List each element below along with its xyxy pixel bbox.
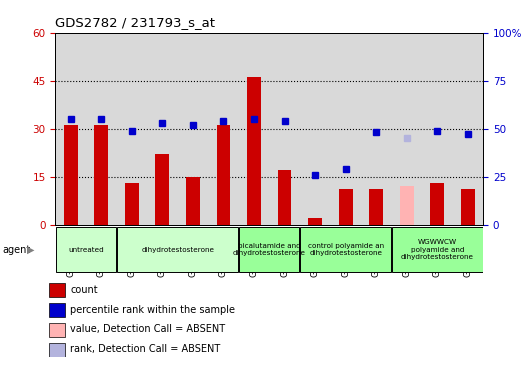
Bar	[216, 126, 230, 225]
Bar	[186, 177, 200, 225]
Text: ▶: ▶	[27, 245, 35, 255]
Bar	[49, 323, 64, 337]
Bar	[117, 33, 147, 225]
Bar	[55, 33, 86, 225]
Text: dihydrotestosterone: dihydrotestosterone	[141, 247, 214, 253]
Bar	[461, 189, 475, 225]
Text: rank, Detection Call = ABSENT: rank, Detection Call = ABSENT	[70, 344, 221, 354]
Bar	[64, 126, 78, 225]
Bar	[49, 283, 64, 297]
Bar	[49, 303, 64, 317]
Text: control polyamide an
dihydrotestosterone: control polyamide an dihydrotestosterone	[308, 243, 384, 257]
Bar	[331, 33, 361, 225]
Text: percentile rank within the sample: percentile rank within the sample	[70, 305, 235, 314]
Text: bicalutamide and
dihydrotestosterone: bicalutamide and dihydrotestosterone	[233, 243, 306, 257]
Bar	[430, 183, 444, 225]
FancyBboxPatch shape	[56, 227, 116, 272]
Bar	[391, 33, 422, 225]
Bar	[422, 33, 452, 225]
Bar	[208, 33, 239, 225]
Text: value, Detection Call = ABSENT: value, Detection Call = ABSENT	[70, 324, 225, 334]
Bar	[300, 33, 331, 225]
Text: count: count	[70, 285, 98, 295]
Bar	[86, 33, 117, 225]
Text: agent: agent	[3, 245, 31, 255]
FancyBboxPatch shape	[300, 227, 391, 272]
Bar	[269, 33, 300, 225]
Bar	[247, 78, 261, 225]
Text: untreated: untreated	[68, 247, 104, 253]
Bar	[95, 126, 108, 225]
Bar	[239, 33, 269, 225]
Bar	[400, 186, 413, 225]
Bar	[339, 189, 353, 225]
FancyBboxPatch shape	[392, 227, 483, 272]
Bar	[361, 33, 391, 225]
Bar	[49, 343, 64, 357]
FancyBboxPatch shape	[239, 227, 299, 272]
Bar	[147, 33, 177, 225]
Bar	[369, 189, 383, 225]
Bar	[177, 33, 208, 225]
FancyBboxPatch shape	[117, 227, 238, 272]
Bar	[452, 33, 483, 225]
Text: WGWWCW
polyamide and
dihydrotestosterone: WGWWCW polyamide and dihydrotestosterone	[401, 239, 474, 260]
Bar	[278, 170, 291, 225]
Bar	[308, 218, 322, 225]
Text: GDS2782 / 231793_s_at: GDS2782 / 231793_s_at	[55, 16, 215, 29]
Bar	[155, 154, 169, 225]
Bar	[125, 183, 139, 225]
